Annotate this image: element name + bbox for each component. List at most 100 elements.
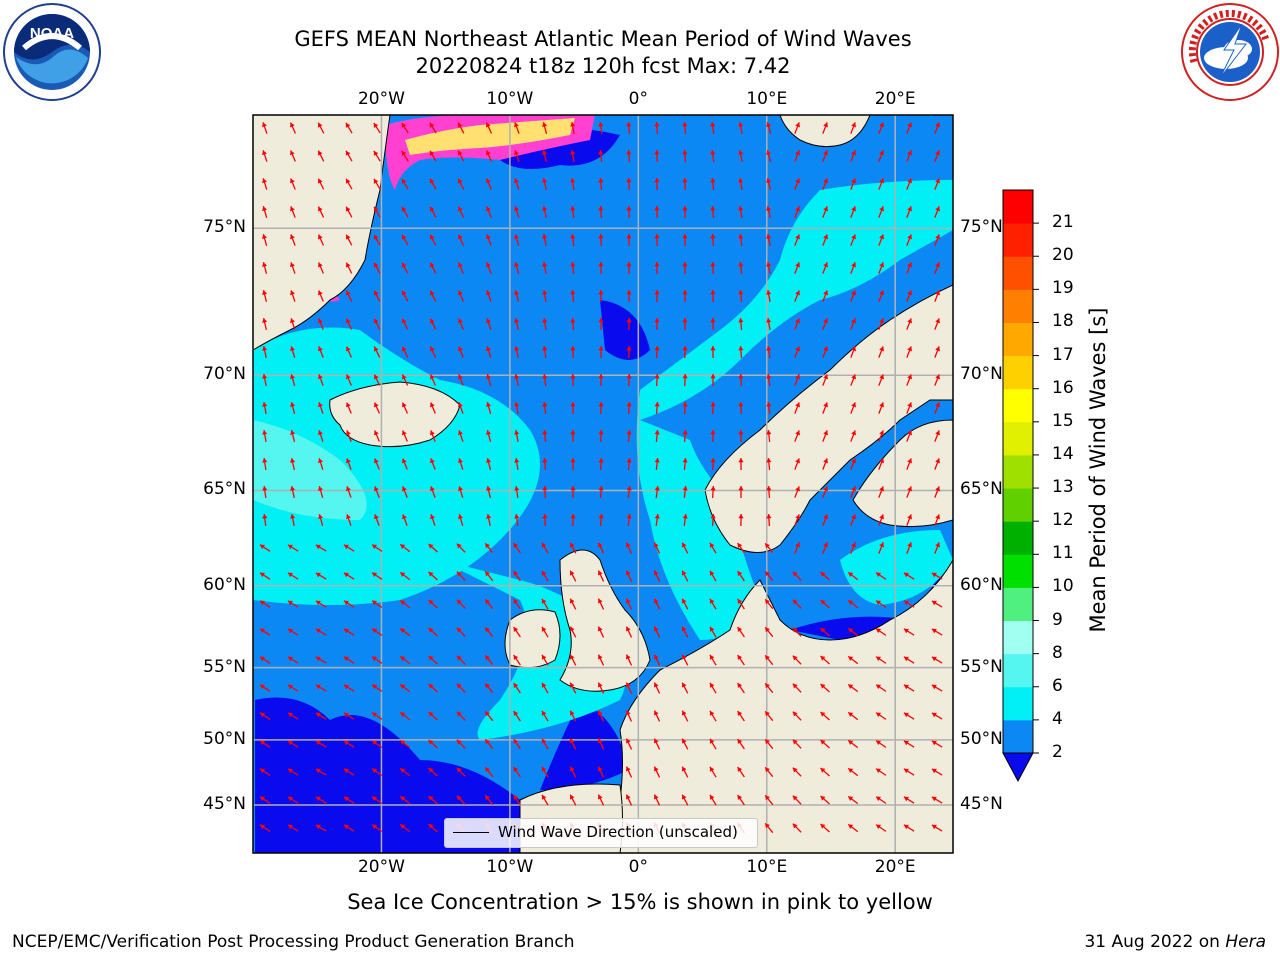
- wave-direction-arrow: [373, 346, 381, 358]
- wave-direction-arrow: [429, 374, 436, 386]
- wave-direction-arrow: [625, 598, 633, 610]
- wave-direction-arrow: [287, 544, 299, 552]
- wave-direction-arrow: [906, 290, 913, 302]
- wave-direction-arrow: [484, 654, 494, 666]
- colorbar-tick-label: 13: [1052, 477, 1074, 498]
- lat-tick-left: 50°N: [203, 728, 246, 749]
- wave-direction-arrow: [654, 149, 660, 163]
- wave-direction-arrow: [625, 570, 633, 582]
- wave-direction-arrow: [318, 514, 324, 526]
- wave-direction-arrow: [315, 796, 327, 804]
- colorbar-tick-label: 2: [1052, 742, 1063, 762]
- wave-direction-arrow: [428, 795, 438, 805]
- wave-direction-arrow: [737, 682, 745, 694]
- wave-direction-arrow: [847, 767, 859, 777]
- wave-direction-arrow: [710, 149, 716, 163]
- wave-direction-arrow: [875, 824, 887, 832]
- lat-tick-right: 50°N: [960, 728, 1003, 749]
- wave-direction-arrow: [626, 373, 632, 387]
- wave-direction-arrow: [875, 572, 887, 580]
- wave-direction-arrow: [401, 374, 409, 386]
- wave-direction-arrow: [428, 823, 438, 833]
- wave-direction-arrow: [345, 206, 353, 218]
- chart-title: GEFS MEAN Northeast Atlantic Mean Period…: [294, 27, 912, 51]
- wave-direction-arrow: [710, 429, 716, 443]
- wave-direction-arrow: [287, 768, 299, 776]
- wave-direction-arrow: [822, 290, 829, 302]
- svalbard: [779, 115, 871, 148]
- wave-direction-arrow: [542, 178, 548, 190]
- wave-direction-arrow: [906, 150, 913, 162]
- wave-direction-arrow: [766, 345, 772, 359]
- wave-direction-arrow: [541, 738, 549, 750]
- wave-direction-arrow: [822, 122, 829, 134]
- wave-direction-arrow: [903, 684, 915, 692]
- wave-direction-arrow: [429, 122, 437, 134]
- wave-direction-arrow: [764, 710, 774, 722]
- wave-direction-arrow: [399, 571, 411, 581]
- wave-direction-arrow: [764, 598, 774, 610]
- wave-direction-arrow: [373, 402, 381, 414]
- wave-direction-arrow: [682, 233, 688, 247]
- wave-direction-arrow: [318, 430, 324, 442]
- wave-direction-arrow: [318, 458, 324, 470]
- wave-direction-arrow: [371, 628, 383, 636]
- wave-direction-arrow: [766, 457, 772, 471]
- wave-direction-arrow: [542, 317, 548, 331]
- wave-direction-arrow: [875, 712, 887, 720]
- wave-direction-arrow: [345, 318, 353, 330]
- wave-direction-arrow: [847, 683, 859, 693]
- wave-direction-arrow: [597, 738, 605, 750]
- wave-direction-arrow: [399, 599, 411, 609]
- wave-direction-arrow: [794, 234, 801, 246]
- wave-direction-arrow: [654, 401, 660, 415]
- wave-direction-arrow: [514, 401, 520, 415]
- wave-direction-arrow: [542, 457, 548, 471]
- short-period-zone: [255, 697, 520, 853]
- wave-direction-arrow: [570, 317, 576, 331]
- wave-direction-arrow: [934, 234, 941, 246]
- wave-direction-arrow: [428, 739, 438, 749]
- wave-direction-arrow: [569, 738, 577, 750]
- wave-direction-arrow: [626, 317, 632, 331]
- wave-direction-arrow: [343, 740, 355, 748]
- wave-direction-arrow: [934, 346, 941, 358]
- wave-direction-arrow: [373, 458, 380, 470]
- wave-direction-arrow: [598, 317, 604, 331]
- wave-direction-arrow: [290, 486, 296, 498]
- wave-direction-arrow: [850, 122, 857, 134]
- wave-direction-arrow: [513, 682, 521, 694]
- wave-direction-arrow: [878, 178, 885, 190]
- wave-direction-arrow: [570, 373, 576, 387]
- wave-direction-arrow: [345, 178, 353, 190]
- wave-direction-arrow: [878, 262, 885, 274]
- wave-direction-arrow: [822, 542, 829, 554]
- wave-direction-arrow: [792, 683, 802, 693]
- wave-direction-arrow: [399, 711, 411, 721]
- wave-direction-arrow: [343, 796, 355, 804]
- wave-direction-arrow: [931, 628, 943, 636]
- wave-direction-arrow: [626, 429, 632, 443]
- wave-direction-arrow: [345, 290, 353, 302]
- wave-direction-arrow: [654, 485, 660, 499]
- wave-direction-arrow: [570, 401, 576, 415]
- wave-direction-arrow: [542, 150, 548, 162]
- wave-direction-arrow: [878, 402, 885, 414]
- wave-direction-arrow: [710, 205, 716, 219]
- wave-direction-arrow: [373, 206, 381, 218]
- wave-direction-arrow: [710, 401, 716, 415]
- wave-direction-arrow: [931, 684, 943, 692]
- wave-direction-arrow: [399, 795, 411, 805]
- wave-direction-arrow: [457, 402, 464, 414]
- wave-direction-arrow: [737, 626, 745, 638]
- wave-direction-arrow: [429, 318, 437, 330]
- wave-direction-arrow: [850, 458, 857, 470]
- wave-direction-arrow: [429, 234, 437, 246]
- wave-direction-arrow: [822, 374, 829, 386]
- wave-direction-arrow: [346, 514, 352, 526]
- wave-direction-arrow: [317, 374, 324, 386]
- wave-direction-arrow: [878, 486, 885, 498]
- wave-direction-arrow: [458, 514, 464, 526]
- wave-direction-arrow: [625, 626, 633, 638]
